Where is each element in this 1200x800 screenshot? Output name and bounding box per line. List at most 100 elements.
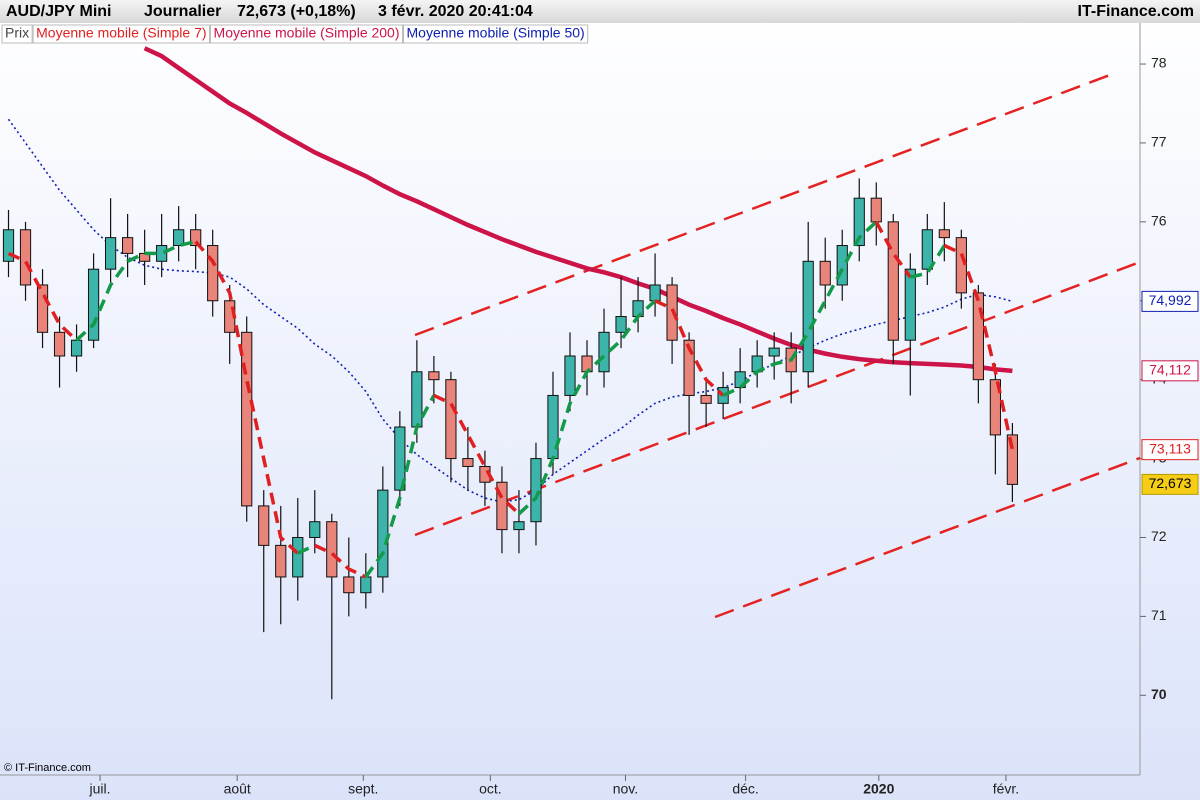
last-value-label: 74,992	[1149, 292, 1192, 308]
x-tick-label: août	[224, 781, 251, 797]
ma-line	[7, 118, 1013, 503]
ma-line	[517, 299, 657, 516]
ma-line	[143, 46, 1013, 374]
candle-body	[326, 521, 338, 578]
legend-label: Moyenne mobile (Simple 7)	[36, 25, 206, 41]
candle-body	[734, 371, 746, 389]
candle-body	[921, 229, 933, 270]
candle-body	[938, 229, 950, 239]
ma-line	[364, 394, 436, 578]
source: IT-Finance.com	[1078, 3, 1194, 20]
candle-body	[445, 379, 457, 460]
candle-body	[19, 229, 32, 286]
last-value-box	[1141, 439, 1199, 461]
ma-line	[75, 239, 197, 342]
quote: 72,673 (+0,18%)	[237, 3, 356, 20]
candle-body	[190, 229, 202, 247]
candle-body	[2, 229, 15, 262]
candle-body	[360, 576, 372, 594]
last-value-box	[1141, 473, 1199, 495]
channel-line	[414, 73, 1111, 337]
candle-body	[904, 268, 916, 341]
candle-body	[853, 197, 865, 247]
y-tick-label: 71	[1151, 607, 1167, 623]
copyright: © IT-Finance.com	[4, 762, 91, 774]
candle-body	[411, 371, 423, 428]
plot-area	[2, 46, 1018, 700]
last-value-label: 73,113	[1149, 440, 1191, 456]
y-tick-label: 70	[1151, 686, 1167, 702]
candle-body	[292, 536, 304, 578]
candle-body	[428, 371, 440, 381]
candle-body	[819, 260, 831, 286]
header-bar	[0, 0, 1200, 23]
candle-body	[870, 197, 882, 223]
x-tick-label: 2020	[863, 781, 894, 797]
candle-body	[972, 292, 984, 381]
legend-label: Moyenne mobile (Simple 200)	[214, 25, 400, 41]
legend-box	[403, 24, 589, 44]
ma-line	[314, 543, 367, 579]
candle-body	[275, 544, 287, 578]
ma-line	[874, 221, 912, 279]
legend: Prix Moyenne mobile (Simple 7) Moyenne mob…	[1, 24, 589, 44]
y-tick-label: 77	[1151, 134, 1167, 150]
candle-body	[122, 237, 134, 254]
datetime: 3 févr. 2020 20:41:04	[378, 3, 533, 20]
candle-body	[241, 331, 253, 507]
candle-body	[53, 331, 66, 357]
ma-line	[654, 299, 725, 397]
legend-box	[32, 24, 211, 44]
candle-body	[377, 489, 389, 578]
x-tick-label: nov.	[613, 781, 638, 797]
channel-line	[714, 456, 1141, 619]
candle-body	[598, 331, 610, 373]
candle-body	[802, 260, 814, 373]
legend-label: Prix	[5, 25, 29, 41]
x-tick-label: sept.	[348, 781, 378, 797]
x-tick-label: févr.	[993, 781, 1019, 797]
candle-body	[955, 237, 967, 294]
ma-line	[7, 251, 78, 342]
candle-body	[513, 521, 525, 531]
x-tick-label: déc.	[732, 781, 758, 797]
candle-body	[173, 229, 185, 247]
instrument: AUD/JPY Mini	[6, 3, 112, 20]
candle-body	[258, 505, 270, 546]
candle-body	[309, 521, 321, 538]
period: Journalier	[144, 3, 221, 20]
x-tick-label: oct.	[479, 781, 502, 797]
candle-body	[496, 481, 508, 531]
candle-body	[887, 221, 899, 341]
candle-body	[207, 245, 219, 302]
candle-body	[615, 316, 627, 333]
last-value-label: 74,112	[1149, 362, 1191, 378]
candle-body	[564, 355, 576, 396]
candle-body	[649, 284, 661, 302]
ma-line	[909, 244, 946, 279]
last-value-box	[1141, 290, 1199, 312]
x-tick-label: juil.	[89, 781, 111, 797]
candle-body	[36, 284, 49, 333]
candle-body	[343, 576, 355, 594]
legend-box	[1, 24, 33, 44]
legend-box	[210, 24, 404, 44]
ma-line	[194, 240, 299, 555]
candle-body	[683, 339, 695, 396]
candle-body	[530, 458, 542, 523]
ma-line	[297, 543, 316, 555]
candle-body	[768, 347, 780, 357]
candle-body	[394, 426, 406, 491]
candle-body	[836, 245, 848, 286]
candle-body	[1006, 434, 1018, 485]
last-value-box	[1141, 360, 1199, 382]
candle-body	[700, 394, 712, 404]
candle-body	[104, 237, 117, 270]
y-tick-label: 76	[1151, 213, 1167, 229]
candle-body	[87, 268, 100, 341]
ma-line	[722, 220, 878, 398]
y-tick-label: 78	[1151, 55, 1167, 71]
